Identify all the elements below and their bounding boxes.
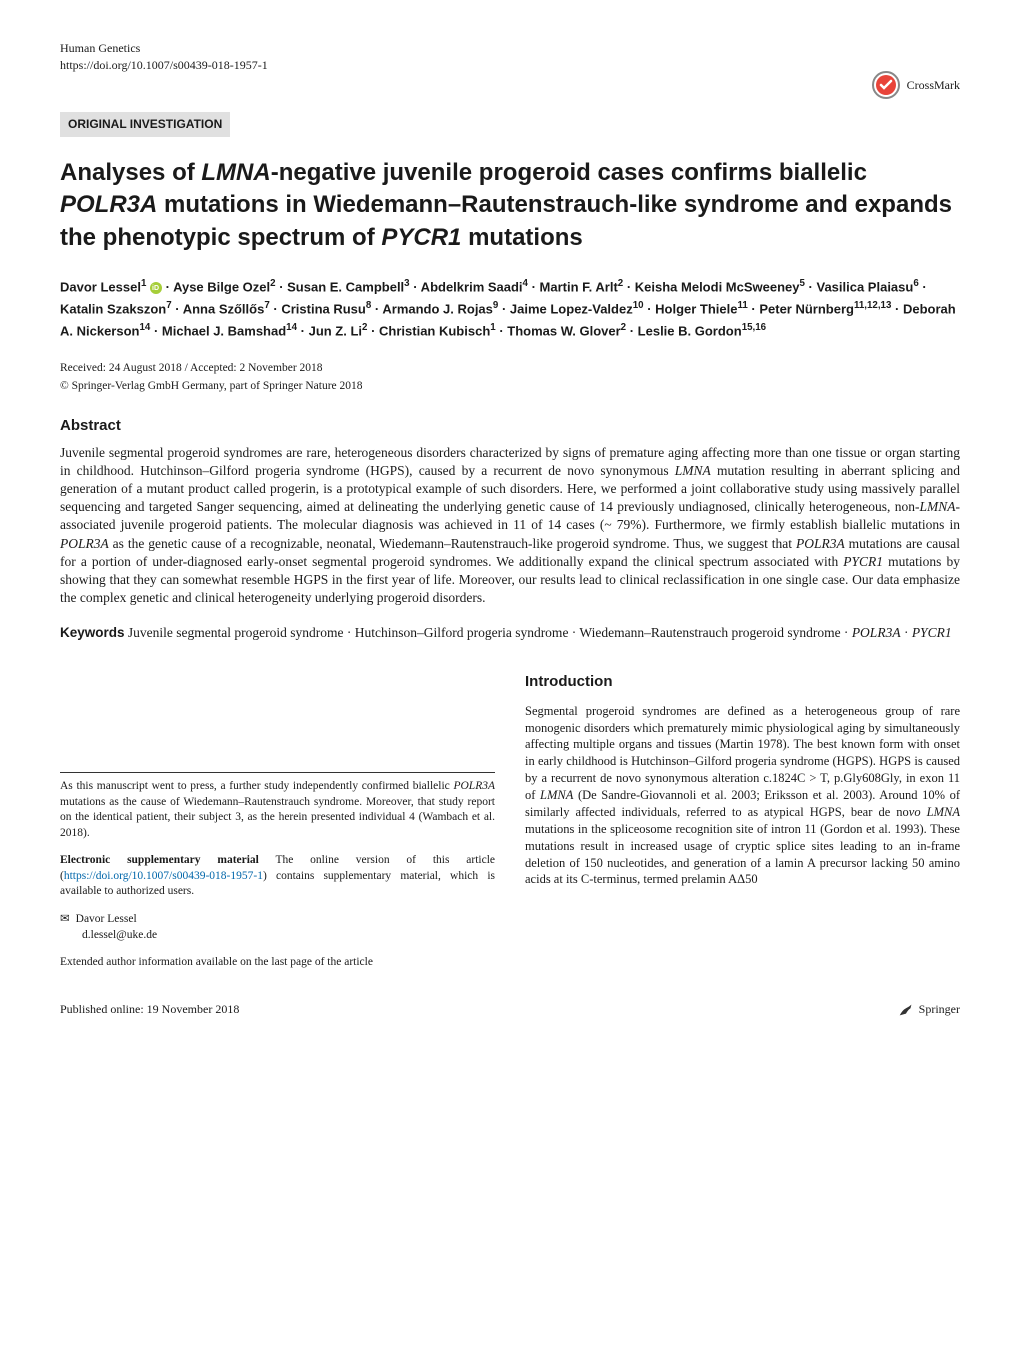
abstract-text: Juvenile segmental progeroid syndromes a…: [60, 444, 960, 608]
springer-text: Springer: [919, 1001, 960, 1018]
article-category: ORIGINAL INVESTIGATION: [60, 112, 230, 137]
envelope-icon: ✉: [60, 913, 70, 925]
introduction-text: Segmental progeroid syndromes are define…: [525, 703, 960, 889]
press-note: As this manuscript went to press, a furt…: [60, 772, 495, 841]
corr-name: Davor Lessel: [76, 913, 137, 925]
article-dates: Received: 24 August 2018 / Accepted: 2 N…: [60, 360, 960, 376]
published-online: Published online: 19 November 2018: [60, 1001, 239, 1019]
crossmark-badge[interactable]: CrossMark: [871, 70, 960, 100]
crossmark-icon: [871, 70, 901, 100]
corr-email: d.lessel@uke.de: [60, 928, 495, 944]
article-title: Analyses of LMNA-negative juvenile proge…: [60, 157, 960, 254]
corresponding-author: ✉ Davor Lessel d.lessel@uke.de: [60, 912, 495, 943]
springer-logo: Springer: [897, 1001, 960, 1019]
crossmark-text: CrossMark: [907, 77, 960, 94]
right-column: Introduction Segmental progeroid syndrom…: [525, 672, 960, 970]
left-column: As this manuscript went to press, a furt…: [60, 672, 495, 970]
esm-label: Electronic supplementary material: [60, 854, 259, 866]
keywords-label: Keywords: [60, 625, 125, 640]
esm-link[interactable]: https://doi.org/10.1007/s00439-018-1957-…: [64, 870, 263, 882]
introduction-heading: Introduction: [525, 672, 960, 692]
abstract-heading: Abstract: [60, 415, 960, 436]
extended-author-info: Extended author information available on…: [60, 955, 495, 971]
journal-name: Human Genetics: [60, 40, 268, 57]
springer-horse-icon: [897, 1001, 915, 1019]
supplementary-material: Electronic supplementary material The on…: [60, 853, 495, 900]
copyright: © Springer-Verlag GmbH Germany, part of …: [60, 378, 960, 394]
authors-list: Davor Lessel1 · Ayse Bilge Ozel2 · Susan…: [60, 276, 960, 342]
orcid-icon: [150, 282, 162, 294]
keywords: Keywords Juvenile segmental progeroid sy…: [60, 624, 960, 643]
doi-link[interactable]: https://doi.org/10.1007/s00439-018-1957-…: [60, 57, 268, 74]
